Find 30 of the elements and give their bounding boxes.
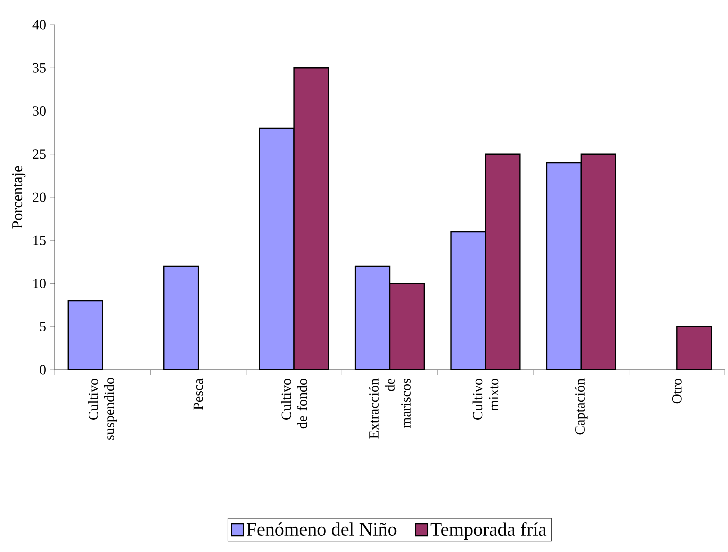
legend-label: Fenómeno del Niño: [246, 522, 397, 536]
x-tick-label: Cultivo mixto: [472, 379, 499, 420]
bar: [68, 300, 104, 370]
y-tick-label: 5: [40, 322, 46, 332]
y-tick-label: 40: [32, 20, 46, 30]
y-tick-label: 10: [34, 279, 46, 288]
bar: [485, 154, 521, 370]
x-tick-label: Otro: [672, 379, 682, 404]
y-tick-label: 15: [34, 236, 46, 246]
x-tick-label: Extracción de mariscos: [369, 378, 411, 439]
bar: [389, 283, 426, 370]
bar: [294, 68, 330, 370]
y-tick-label: 25: [33, 150, 46, 160]
y-tick-label: 30: [33, 106, 46, 116]
bar: [259, 128, 295, 370]
x-tick-label: Cultivo de fondo: [281, 379, 308, 429]
bar: [580, 154, 616, 370]
legend-label: Temporada fría: [430, 522, 547, 540]
bar: [546, 162, 582, 370]
bar: [164, 266, 200, 370]
bar: [676, 326, 712, 370]
y-axis-title: Porcentaje: [12, 166, 26, 229]
x-tick-label: Pesca: [194, 378, 204, 410]
x-tick-label: Cultivo suspendido: [88, 378, 118, 440]
y-tick-label: 0: [40, 365, 46, 375]
y-tick-label: 35: [33, 63, 46, 73]
bar: [354, 266, 391, 370]
x-tick-label: Captación: [575, 378, 588, 435]
bar: [450, 231, 486, 370]
y-tick-label: 20: [33, 192, 46, 202]
